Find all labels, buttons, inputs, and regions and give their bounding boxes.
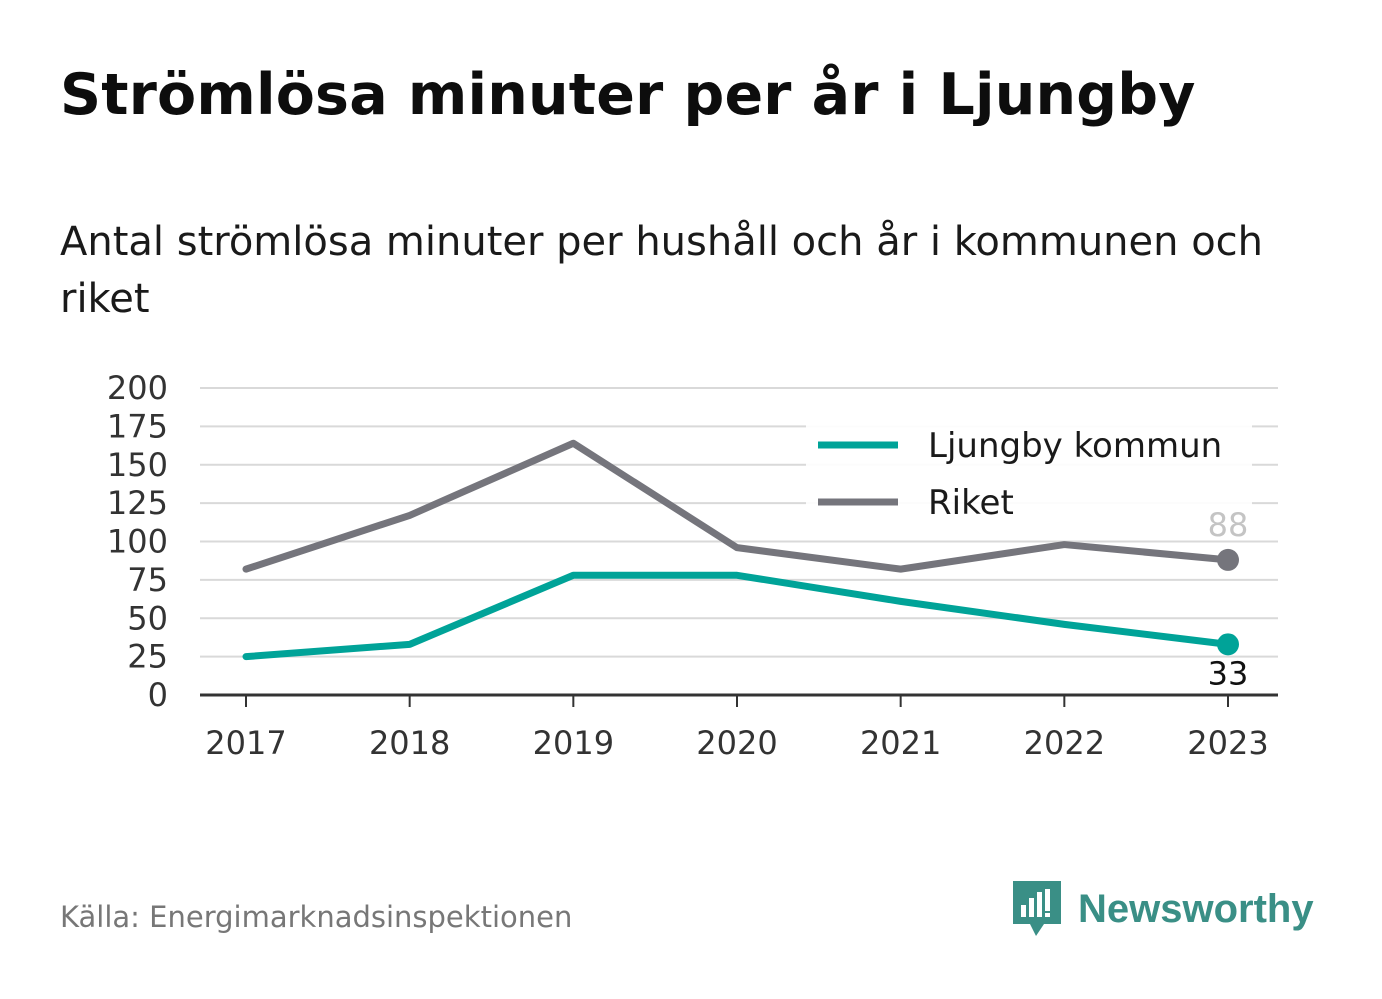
y-tick-label: 50 (127, 599, 168, 637)
legend-label: Riket (928, 483, 1014, 523)
end-label-ljungby: 33 (1208, 654, 1249, 692)
x-tick-label: 2022 (1024, 724, 1105, 762)
x-tick-label: 2021 (860, 724, 941, 762)
end-point-ljungby (1217, 633, 1239, 656)
chart-subtitle: Antal strömlösa minuter per hushåll och … (60, 219, 1264, 322)
x-tick-label: 2017 (205, 724, 286, 762)
legend: Ljungby kommun Riket (806, 420, 1252, 530)
y-tick-label: 100 (107, 523, 168, 561)
series-line-ljungby (242, 571, 1232, 661)
y-tick-label: 200 (107, 369, 168, 407)
brand-name: Newsworthy (1078, 886, 1314, 931)
series-line-riket (242, 439, 1232, 573)
x-tick-label: 2018 (369, 724, 450, 762)
y-tick-label: 0 (148, 676, 168, 714)
x-tick-label: 2020 (696, 724, 777, 762)
x-axis: 2017 2018 2019 2020 2021 2022 2023 (200, 693, 1278, 762)
end-label-riket: 88 (1208, 506, 1249, 544)
y-tick-label: 150 (107, 446, 168, 484)
end-point-riket (1217, 548, 1239, 571)
y-tick-label: 25 (127, 638, 168, 676)
y-tick-label: 125 (107, 484, 168, 522)
x-tick-label: 2019 (533, 724, 614, 762)
bar-chart-speech-bubble-icon (1013, 881, 1061, 936)
x-tick-label: 2023 (1187, 724, 1268, 762)
legend-background (806, 420, 1252, 530)
y-tick-label: 75 (127, 561, 168, 599)
y-tick-label: 175 (107, 407, 168, 445)
end-labels: 88 33 (1208, 506, 1249, 692)
source-note: Källa: Energimarknadsinspektionen (60, 900, 573, 934)
brand-logo: Newsworthy (1010, 878, 1314, 940)
chart-title: Strömlösa minuter per år i Ljungby (60, 62, 1196, 128)
series-lines (242, 439, 1239, 661)
legend-label: Ljungby kommun (928, 426, 1222, 466)
